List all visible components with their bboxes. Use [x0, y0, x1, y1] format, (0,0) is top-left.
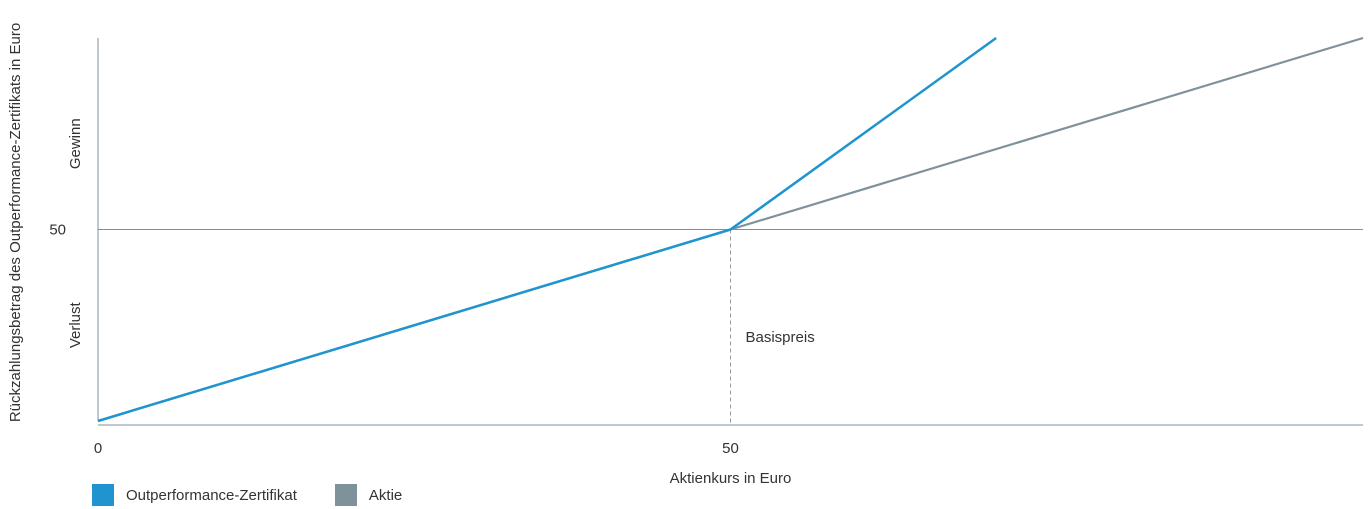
legend-swatch-aktie: [334, 484, 357, 506]
y-tick-label: 50: [49, 222, 66, 239]
series-layer: [97, 36, 1364, 423]
annotation-basispreis: Basispreis: [746, 329, 815, 346]
legend-item-aktie: Aktie: [334, 484, 403, 506]
legend-item-outperformance: Outperformance-Zertifikat: [92, 484, 297, 506]
y-axis-title: Rückzahlungsbetrag des Outperformance-Ze…: [7, 23, 24, 422]
y-region-label-gewinn: Gewinn: [67, 118, 84, 169]
legend-label-outperformance: Outperformance-Zertifikat: [126, 486, 297, 504]
x-tick-label: 0: [94, 440, 102, 457]
legend: Outperformance-Zertifikat Aktie: [92, 484, 440, 506]
series-line-outperformance: [97, 36, 997, 423]
x-axis-title: Aktienkurs in Euro: [670, 470, 792, 487]
legend-swatch-outperformance: [92, 484, 114, 506]
x-tick-label: 50: [722, 440, 739, 457]
text-layer: 0 50 50 Aktienkurs in Euro Rückzahlungsbetra…: [7, 23, 815, 487]
legend-label-aktie: Aktie: [368, 486, 403, 504]
y-region-label-verlust: Verlust: [67, 301, 84, 348]
